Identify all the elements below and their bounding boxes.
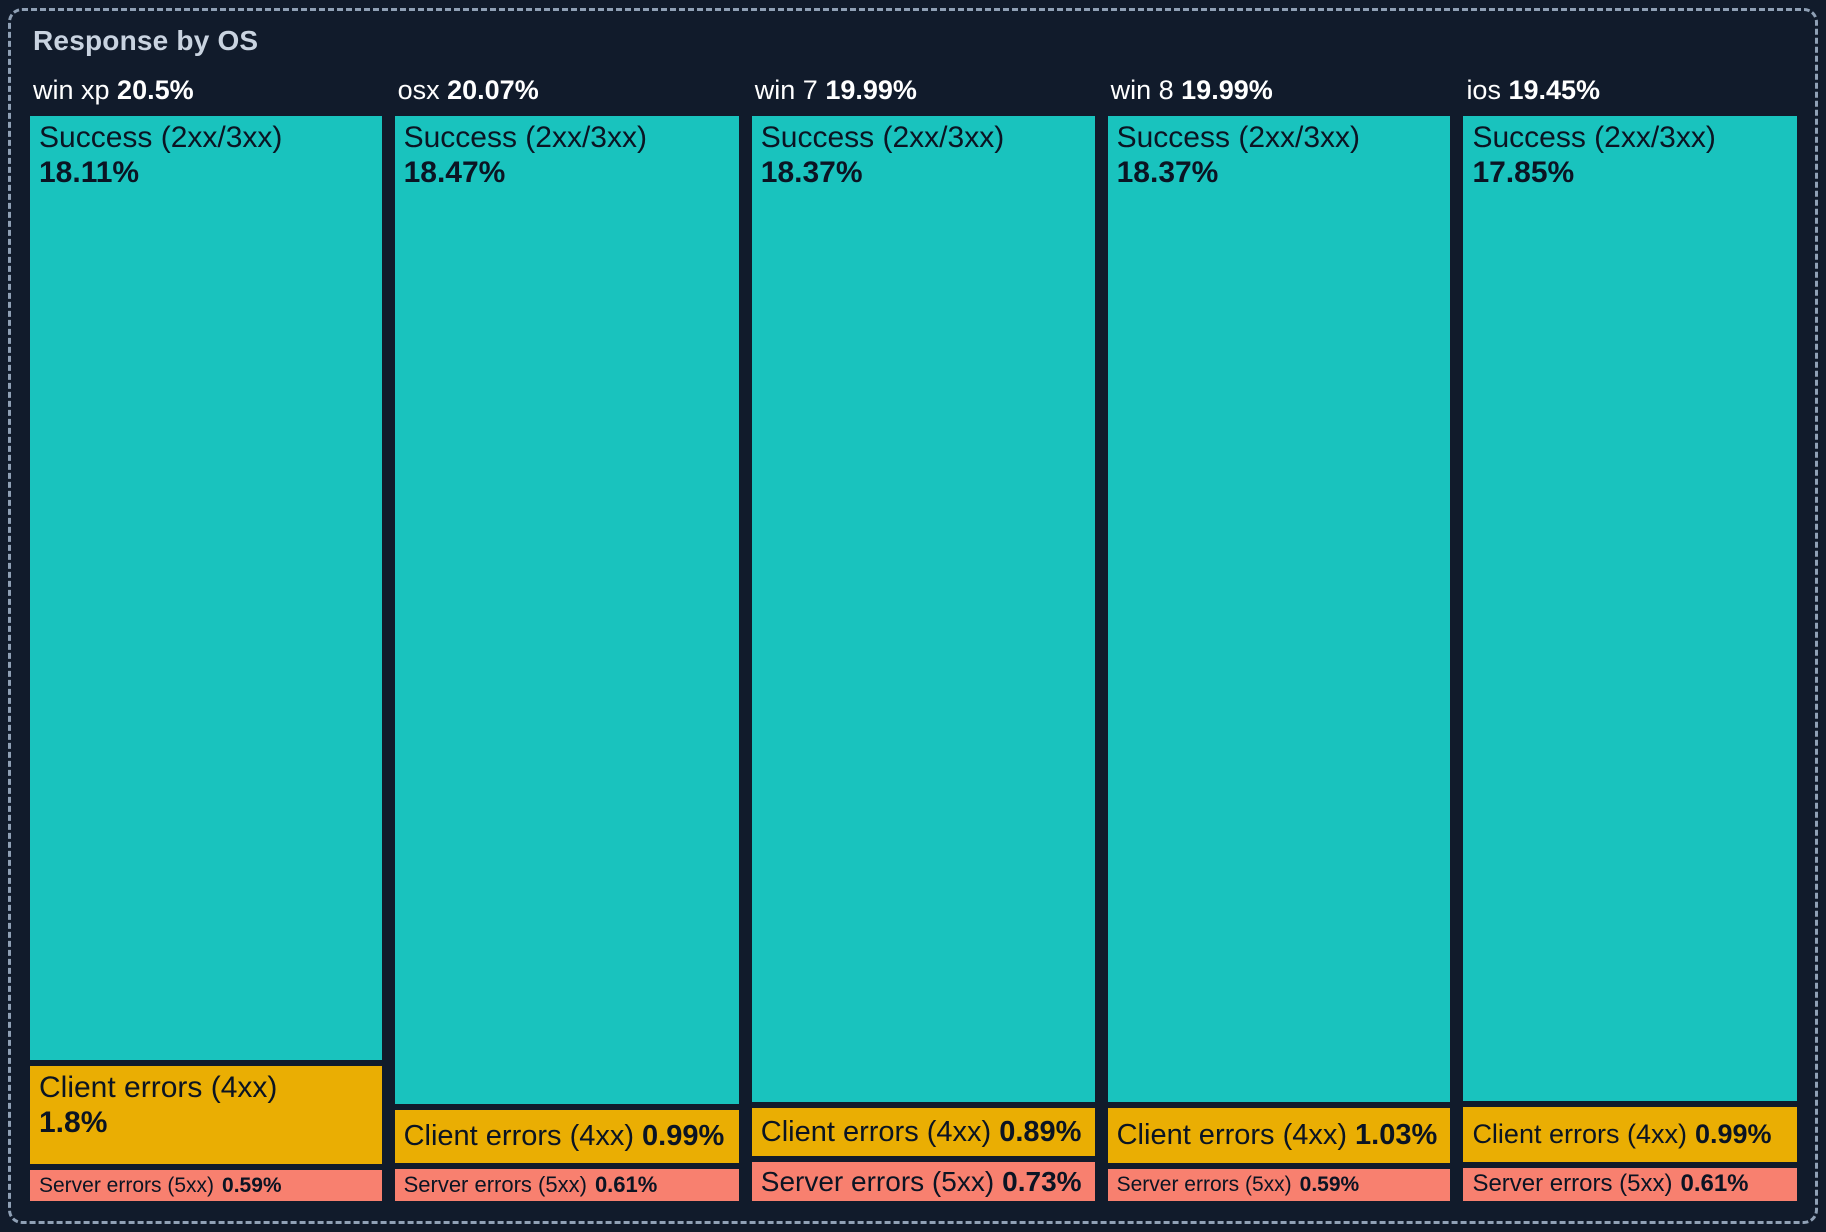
segment-pct: 0.89% (999, 1115, 1082, 1148)
segment-stack: Success (2xx/3xx) 18.47% Client errors (… (394, 116, 739, 1201)
segment-pct: 0.99% (1694, 1118, 1772, 1149)
segment-label: Server errors (5xx) (1116, 1173, 1292, 1197)
os-total-pct: 19.99% (825, 75, 917, 105)
segment-pct: 18.37% (760, 155, 863, 189)
os-total-pct: 20.5% (117, 75, 194, 105)
segment-label: Server errors (5xx) (403, 1171, 587, 1197)
os-column-header[interactable]: win xp 20.5% (30, 67, 382, 116)
os-label: osx (397, 75, 440, 105)
segment-success[interactable]: Success (2xx/3xx) 18.47% (394, 116, 739, 1104)
segment-stack: Success (2xx/3xx) 17.85% Client errors (… (1463, 116, 1797, 1201)
os-label: win 7 (754, 75, 818, 105)
segment-server-errors[interactable]: Server errors (5xx) 0.61% (1463, 1167, 1797, 1201)
segment-pct: 18.37% (1116, 155, 1219, 189)
os-column-win-7: win 7 19.99% Success (2xx/3xx) 18.37% Cl… (751, 67, 1095, 1201)
segment-label: Success (2xx/3xx) (1472, 121, 1716, 154)
segment-success[interactable]: Success (2xx/3xx) 17.85% (1463, 116, 1797, 1102)
segment-server-errors[interactable]: Server errors (5xx) 0.61% (394, 1168, 739, 1201)
os-label: win 8 (1110, 75, 1174, 105)
segment-label: Success (2xx/3xx) (1116, 121, 1361, 154)
segment-label: Client errors (4xx) (1472, 1118, 1687, 1149)
segment-server-errors[interactable]: Server errors (5xx) 0.73% (751, 1162, 1095, 1201)
segment-label: Client errors (4xx) (1116, 1119, 1348, 1152)
os-total-pct: 19.45% (1508, 75, 1601, 105)
segment-success[interactable]: Success (2xx/3xx) 18.11% (30, 116, 382, 1061)
segment-pct: 0.59% (222, 1173, 282, 1197)
response-by-os-panel: Response by OS win xp 20.5% Success (2xx… (8, 8, 1818, 1224)
segment-label: Success (2xx/3xx) (39, 121, 283, 154)
os-label: win xp (33, 75, 110, 105)
segment-label: Client errors (4xx) (403, 1119, 635, 1152)
segment-pct: 0.99% (642, 1119, 725, 1152)
segment-label: Server errors (5xx) (760, 1165, 995, 1197)
segment-label: Server errors (5xx) (1472, 1170, 1673, 1198)
segment-client-errors[interactable]: Client errors (4xx) 0.99% (394, 1109, 739, 1163)
segment-client-errors[interactable]: Client errors (4xx) 1.8% (30, 1066, 382, 1165)
segment-pct: 18.47% (403, 155, 506, 189)
os-column-win-xp: win xp 20.5% Success (2xx/3xx) 18.11% Cl… (30, 67, 382, 1201)
panel-title: Response by OS (33, 25, 259, 56)
segment-pct: 18.11% (39, 155, 140, 189)
segment-client-errors[interactable]: Client errors (4xx) 0.89% (751, 1108, 1095, 1156)
segment-pct: 17.85% (1472, 155, 1575, 189)
segment-client-errors[interactable]: Client errors (4xx) 1.03% (1107, 1108, 1451, 1164)
segment-server-errors[interactable]: Server errors (5xx) 0.59% (1107, 1169, 1451, 1201)
segment-stack: Success (2xx/3xx) 18.37% Client errors (… (1107, 116, 1451, 1201)
os-column-osx: osx 20.07% Success (2xx/3xx) 18.47% Clie… (394, 67, 739, 1201)
os-total-pct: 20.07% (447, 75, 539, 105)
segment-label: Client errors (4xx) (760, 1115, 992, 1148)
os-column-ios: ios 19.45% Success (2xx/3xx) 17.85% Clie… (1463, 67, 1797, 1201)
os-column-header[interactable]: osx 20.07% (395, 67, 739, 116)
os-label: ios (1466, 75, 1501, 105)
segment-pct: 0.59% (1299, 1173, 1360, 1197)
segment-pct: 1.8% (39, 1105, 108, 1139)
os-column-header[interactable]: win 7 19.99% (752, 67, 1095, 116)
segment-stack: Success (2xx/3xx) 18.11% Client errors (… (30, 116, 382, 1201)
treemap-chart: win xp 20.5% Success (2xx/3xx) 18.11% Cl… (30, 67, 1797, 1201)
os-column-header[interactable]: ios 19.45% (1463, 67, 1797, 116)
os-column-header[interactable]: win 8 19.99% (1108, 67, 1451, 116)
segment-pct: 0.61% (1680, 1170, 1749, 1198)
segment-label: Client errors (4xx) (39, 1071, 278, 1105)
segment-label: Server errors (5xx) (39, 1173, 215, 1197)
os-column-win-8: win 8 19.99% Success (2xx/3xx) 18.37% Cl… (1107, 67, 1451, 1201)
segment-success[interactable]: Success (2xx/3xx) 18.37% (751, 116, 1095, 1103)
segment-client-errors[interactable]: Client errors (4xx) 0.99% (1463, 1107, 1797, 1162)
segment-server-errors[interactable]: Server errors (5xx) 0.59% (30, 1170, 382, 1201)
segment-label: Success (2xx/3xx) (760, 121, 1005, 154)
segment-pct: 0.61% (594, 1171, 658, 1197)
os-total-pct: 19.99% (1181, 75, 1273, 105)
segment-pct: 0.73% (1002, 1165, 1082, 1197)
segment-stack: Success (2xx/3xx) 18.37% Client errors (… (751, 116, 1095, 1201)
segment-success[interactable]: Success (2xx/3xx) 18.37% (1107, 116, 1451, 1103)
segment-pct: 1.03% (1355, 1119, 1438, 1152)
segment-label: Success (2xx/3xx) (403, 121, 647, 154)
